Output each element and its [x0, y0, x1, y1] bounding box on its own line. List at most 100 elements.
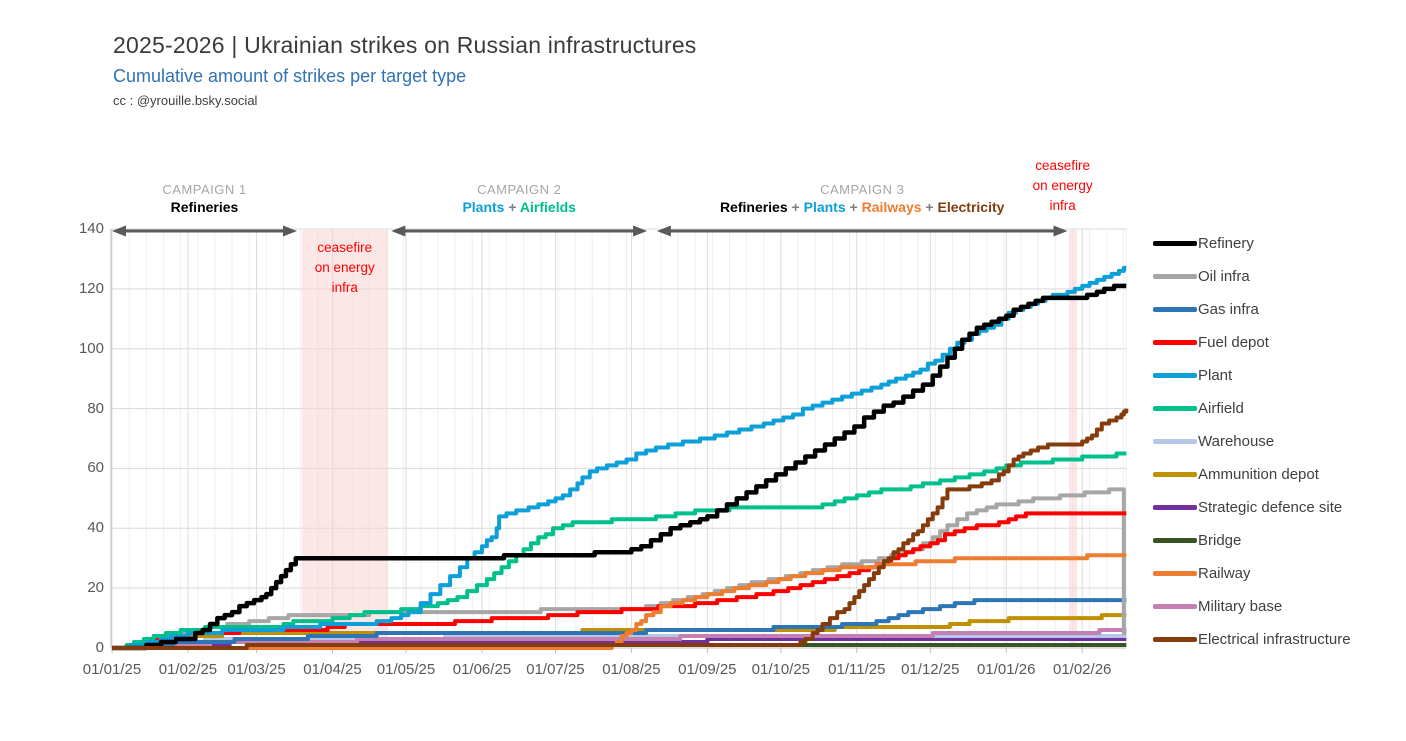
legend-label: Electrical infrastructure: [1198, 631, 1351, 648]
legend-label: Plant: [1198, 367, 1233, 384]
legend-swatch: [1153, 274, 1197, 279]
legend-item-ammunition-depot: Ammunition depot: [1153, 466, 1319, 483]
x-axis-label: 01/10/25: [751, 661, 811, 678]
legend-swatch: [1153, 604, 1197, 609]
legend-item-warehouse: Warehouse: [1153, 433, 1274, 450]
legend-item-oil-infra: Oil infra: [1153, 268, 1250, 285]
ceasefire-label-line: infra: [1049, 198, 1076, 213]
legend-label: Bridge: [1198, 532, 1242, 549]
legend-swatch: [1153, 340, 1197, 345]
campaign-name: CAMPAIGN 2: [477, 182, 562, 197]
campaign-targets: Refineries: [162, 199, 246, 215]
campaign-label-2: CAMPAIGN 2 Plants + Airfields: [462, 182, 575, 215]
legend-label: Gas infra: [1198, 301, 1259, 318]
campaign-target-segment: Airfields: [519, 199, 576, 215]
x-axis-label: 01/04/25: [303, 661, 362, 678]
legend-label: Ammunition depot: [1198, 466, 1319, 483]
legend-swatch: [1153, 406, 1197, 411]
legend-label: Fuel depot: [1198, 334, 1269, 351]
series-line-fuel-depot: [112, 511, 1127, 650]
campaign-label-1: CAMPAIGN 1 Refineries: [162, 182, 246, 215]
ceasefire-label-line: on energy: [314, 260, 375, 275]
credit-line: cc : @yrouille.bsky.social: [113, 93, 258, 108]
legend-swatch: [1153, 538, 1197, 543]
legend-label: Airfield: [1198, 400, 1244, 417]
campaign-target-segment: Plants: [803, 199, 846, 215]
series-line-railway: [112, 553, 1127, 650]
arrowhead-left: [391, 225, 406, 237]
x-axis-label: 01/08/25: [602, 661, 661, 678]
ceasefire-band: [302, 230, 389, 648]
legend-swatch: [1153, 241, 1197, 246]
campaign-name: CAMPAIGN 3: [820, 182, 905, 197]
series-line-airfield: [112, 451, 1127, 650]
campaign-target-segment: +: [845, 199, 862, 215]
x-axis-label: 01/12/25: [901, 661, 960, 678]
y-axis-label: 100: [78, 339, 104, 357]
series-line-gas-infra: [112, 598, 1127, 650]
x-axis-label: 01/05/25: [376, 661, 436, 678]
campaign-target-segment: Railways: [861, 199, 922, 215]
legend-item-strategic-defence-site: Strategic defence site: [1153, 499, 1342, 516]
campaign-target-segment: Electricity: [937, 199, 1005, 215]
legend-label: Warehouse: [1198, 433, 1275, 450]
x-axis-label: 01/09/25: [678, 661, 737, 678]
y-axis-label: 20: [87, 579, 104, 597]
campaign-target-segment: Plants: [462, 199, 505, 215]
ceasefire-label-1: ceasefire on energy infra: [315, 238, 375, 298]
arrowhead-right: [282, 225, 297, 237]
campaign-target-segment: Refineries: [719, 199, 788, 215]
series-line-military-base: [112, 628, 1127, 650]
legend-label: Strategic defence site: [1198, 499, 1343, 516]
series-line-refinery: [112, 283, 1127, 651]
legend-label: Refinery: [1198, 235, 1254, 252]
arrowhead-right: [1053, 225, 1068, 237]
campaign-target-segment: +: [921, 199, 938, 215]
x-axis-label: 01/01/25: [82, 661, 142, 678]
ceasefire-label-line: infra: [331, 280, 358, 295]
x-axis-label: 01/03/25: [227, 661, 286, 678]
y-axis-label: 0: [95, 639, 104, 656]
ceasefire-label-line: ceasefire: [1035, 158, 1090, 173]
legend-label: Oil infra: [1198, 268, 1250, 285]
y-axis-label: 140: [78, 220, 104, 237]
x-axis-label: 01/06/25: [452, 661, 512, 678]
legend-item-gas-infra: Gas infra: [1153, 301, 1259, 318]
campaign-target-segment: +: [787, 199, 804, 215]
x-axis-label: 01/07/25: [526, 661, 585, 678]
legend-label: Military base: [1198, 598, 1283, 615]
ceasefire-label-line: on energy: [1032, 178, 1093, 193]
campaign-name: CAMPAIGN 1: [162, 182, 247, 197]
y-axis-label: 80: [87, 399, 104, 417]
legend-item-refinery: Refinery: [1153, 235, 1254, 252]
legend-item-plant: Plant: [1153, 367, 1232, 384]
legend-swatch: [1153, 472, 1197, 477]
legend-swatch: [1153, 439, 1197, 444]
y-axis-label: 60: [87, 459, 104, 477]
x-axis-label: 01/02/26: [1052, 661, 1112, 678]
ceasefire-label-line: ceasefire: [317, 240, 373, 255]
legend-item-electrical-infrastructure: Electrical infrastructure: [1153, 631, 1351, 648]
x-axis-label: 01/01/26: [977, 661, 1036, 678]
series-line-plant: [112, 265, 1127, 650]
legend-label: Railway: [1198, 565, 1251, 582]
ceasefire-band: [1068, 230, 1078, 648]
legend-item-fuel-depot: Fuel depot: [1153, 334, 1269, 351]
y-axis-label: 120: [78, 279, 104, 297]
page-subtitle: Cumulative amount of strikes per target …: [113, 66, 467, 86]
ceasefire-label-2: ceasefire on energy infra: [1033, 156, 1093, 216]
series-line-electrical-infrastructure: [112, 408, 1129, 650]
legend-item-bridge: Bridge: [1153, 532, 1241, 549]
legend-swatch: [1153, 307, 1197, 312]
legend-swatch: [1153, 571, 1197, 576]
legend-swatch: [1153, 373, 1197, 378]
series-line-oil-infra: [112, 487, 1127, 650]
campaign-target-segment: Refineries: [170, 199, 239, 215]
y-axis-label: 40: [87, 519, 104, 537]
page-title: 2025-2026 | Ukrainian strikes on Russian…: [113, 32, 697, 58]
legend-item-railway: Railway: [1153, 565, 1251, 582]
x-axis-label: 01/11/25: [828, 661, 886, 678]
arrowhead-left: [656, 225, 671, 237]
